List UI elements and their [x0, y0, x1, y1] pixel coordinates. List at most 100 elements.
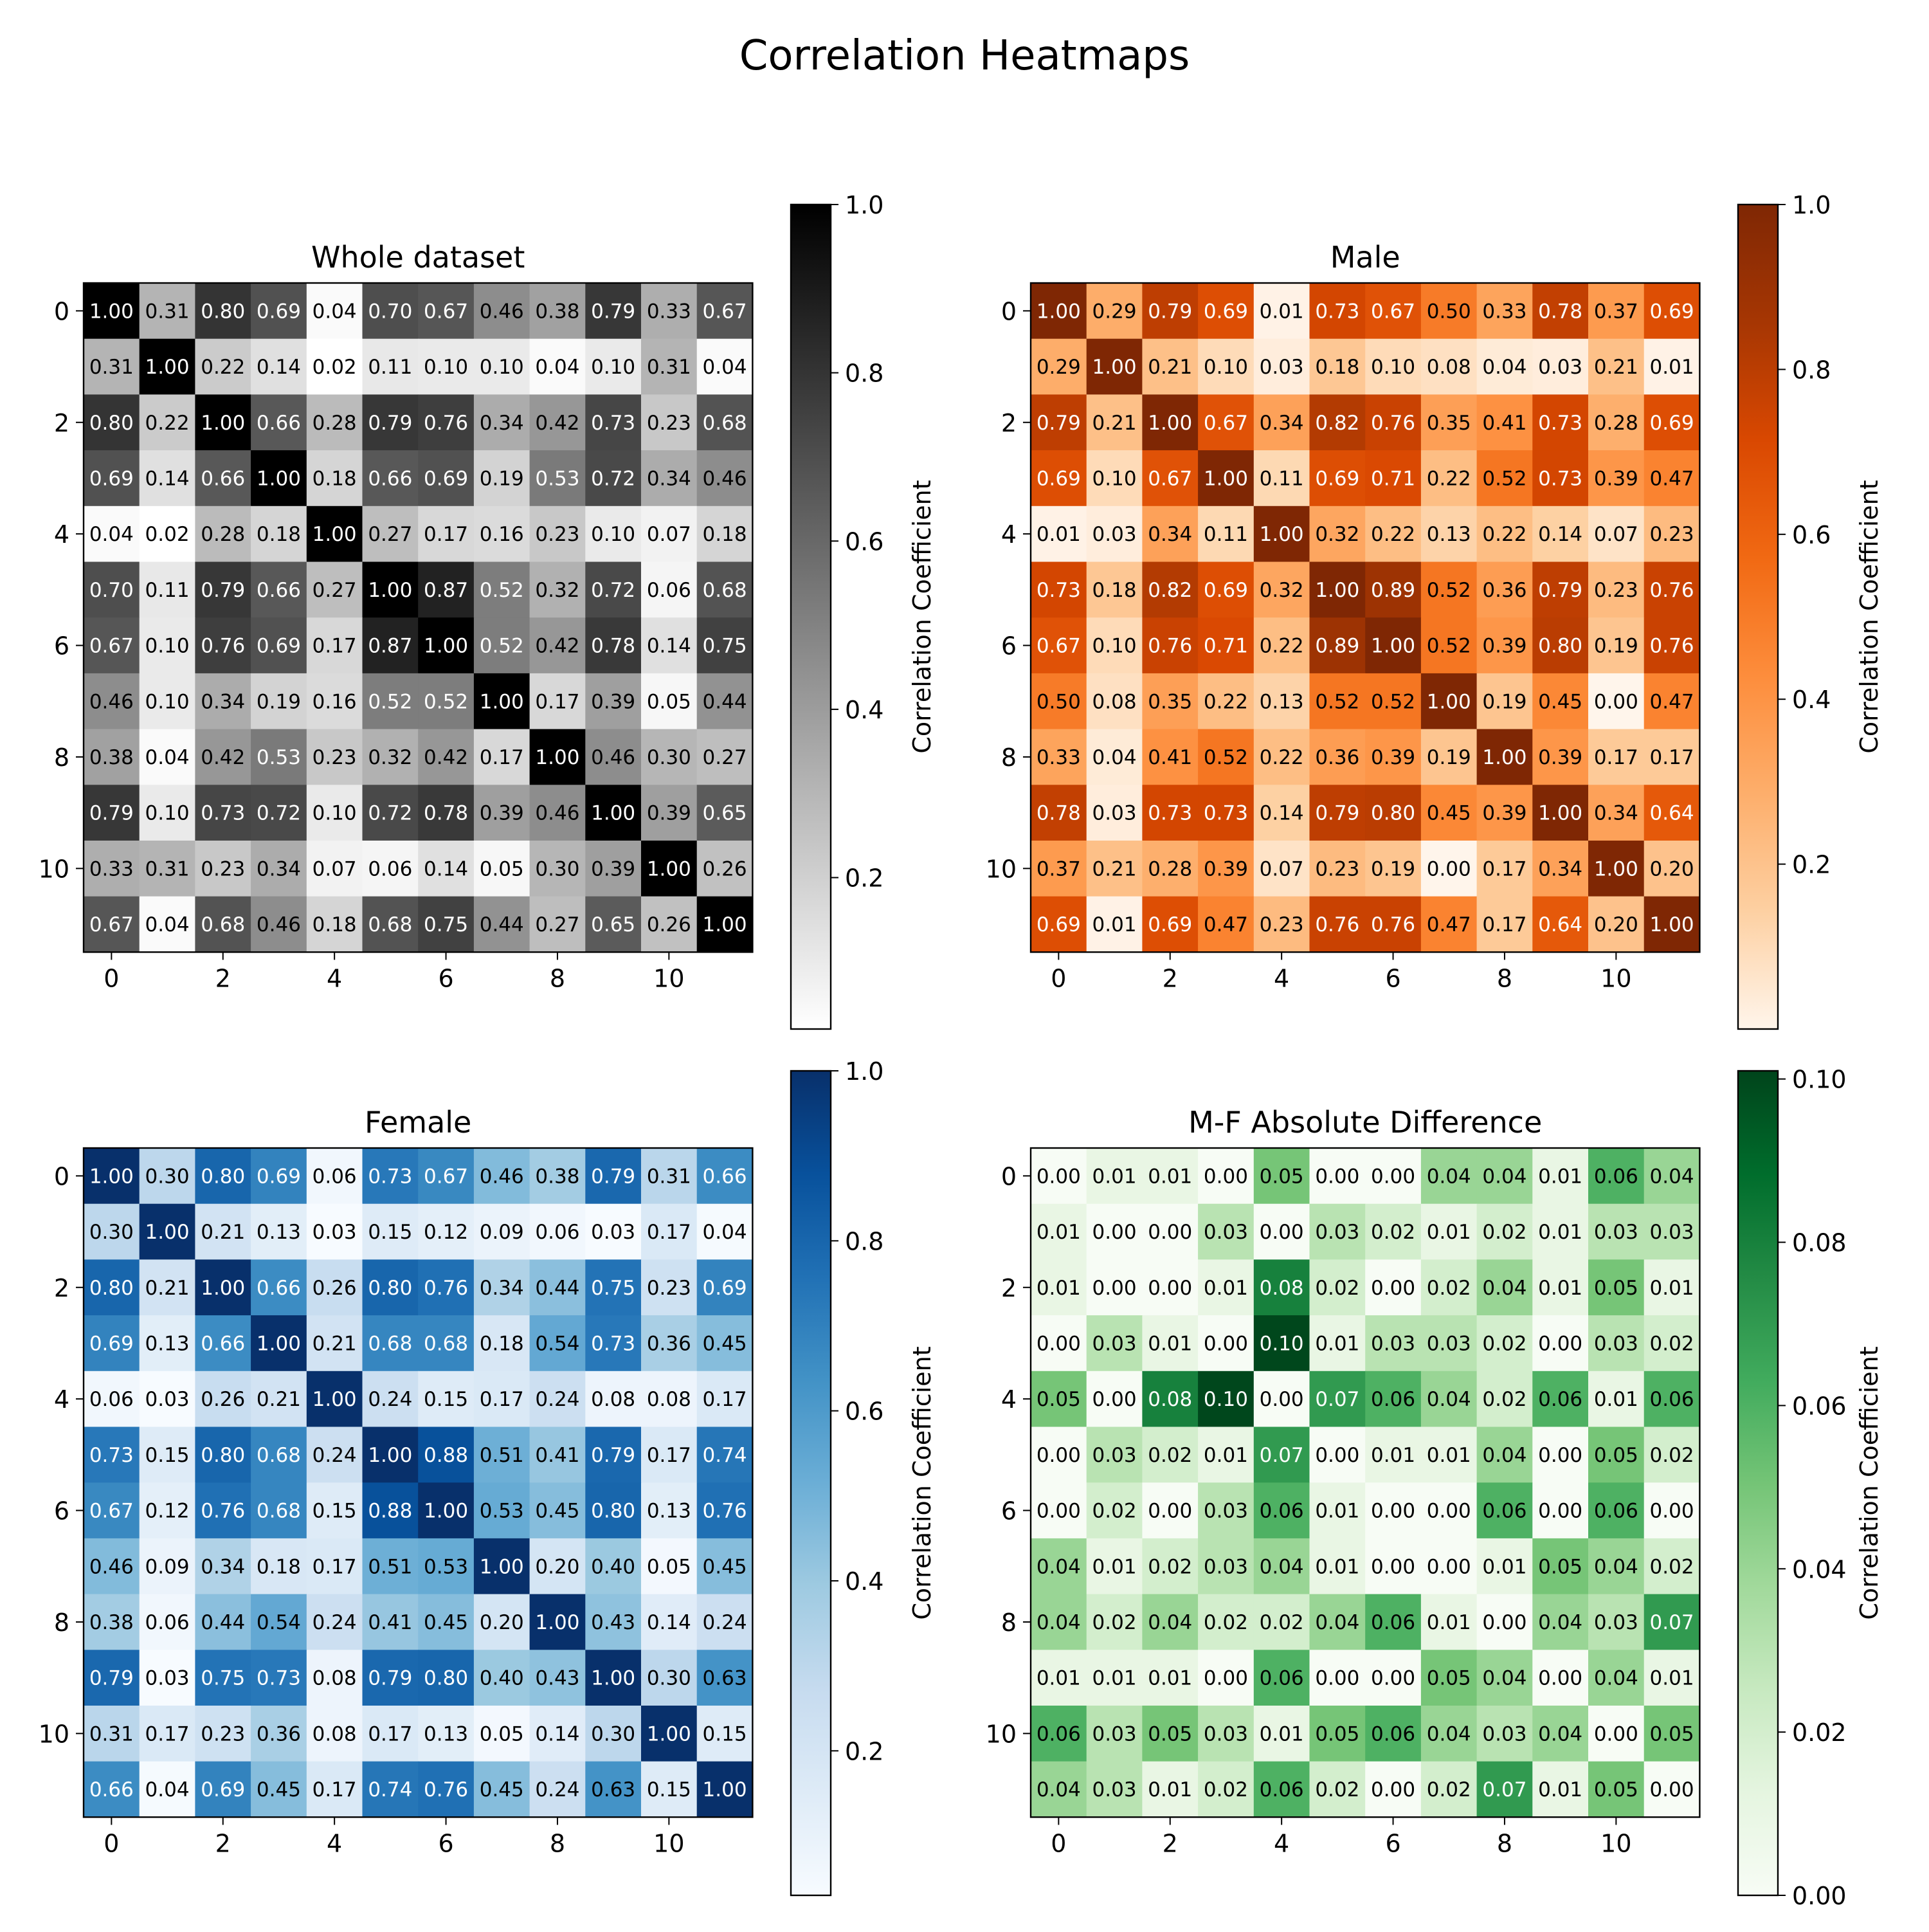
heatmap-cell — [1309, 1538, 1366, 1595]
heatmap-cell — [1031, 617, 1087, 674]
heatmap-cell — [251, 1706, 307, 1762]
cell-value-label: 0.00 — [1092, 1221, 1137, 1244]
heatmap-cell — [84, 1594, 140, 1650]
cell-value-label: 0.52 — [1315, 690, 1359, 713]
heatmap-cell — [1086, 283, 1143, 340]
cell-value-label: 0.01 — [1315, 1332, 1359, 1355]
cell-value-label: 0.04 — [1538, 1722, 1582, 1745]
colorbar-tick-label: 1.0 — [845, 1057, 883, 1086]
heatmap-cell — [1142, 1594, 1199, 1650]
heatmap-cell — [362, 1650, 419, 1706]
heatmap-cell — [1532, 561, 1589, 618]
cell-value-label: 0.17 — [480, 746, 524, 769]
heatmap-cell — [1253, 1538, 1310, 1595]
colorbar-frame — [790, 203, 832, 1030]
cell-value-label: 0.06 — [1260, 1667, 1304, 1690]
heatmap-cell — [1253, 1315, 1310, 1372]
cell-value-label: 0.69 — [1315, 467, 1359, 490]
heatmap-cell — [1644, 1426, 1700, 1483]
heatmap-cell — [1532, 896, 1589, 952]
cell-value-label: 0.01 — [1650, 356, 1694, 379]
cell-value-label: 0.36 — [647, 1332, 691, 1355]
cell-value-label: 0.23 — [312, 746, 357, 769]
cell-value-label: 0.78 — [1538, 300, 1582, 323]
heatmap-cell — [195, 394, 251, 451]
heatmap-cell — [1532, 1706, 1589, 1762]
heatmap-cell — [1309, 561, 1366, 618]
heatmap-cell — [1476, 896, 1533, 952]
heatmap-cell — [1253, 1650, 1310, 1706]
heatmap-cell — [1420, 841, 1478, 897]
heatmap-cell — [195, 841, 251, 897]
heatmap-cell — [1086, 841, 1143, 897]
cell-value-label: 0.01 — [1037, 1221, 1081, 1244]
cell-value-label: 0.24 — [703, 1611, 747, 1634]
cell-value-label: 0.22 — [1260, 746, 1304, 769]
cell-value-label: 1.00 — [1594, 857, 1638, 880]
heatmap-cell — [1532, 506, 1589, 563]
x-tick-label: 0 — [104, 964, 119, 992]
heatmap-cell — [306, 394, 363, 451]
cell-value-label: 0.18 — [312, 467, 357, 490]
cell-value-label: 0.52 — [1204, 746, 1248, 769]
cell-value-label: 0.06 — [1482, 1500, 1526, 1523]
heatmap-cell — [1644, 1482, 1700, 1539]
cell-value-label: 0.26 — [312, 1277, 357, 1300]
cell-value-label: 0.45 — [703, 1555, 747, 1578]
cell-value-label: 0.89 — [1371, 579, 1415, 602]
heatmap-cell — [251, 1315, 307, 1372]
heatmap-cell — [84, 1426, 140, 1483]
cell-value-label: 0.02 — [1315, 1778, 1359, 1801]
cell-value-label: 0.04 — [1482, 1277, 1526, 1300]
heatmap-cell — [1532, 1650, 1589, 1706]
cell-value-label: 0.47 — [1427, 913, 1471, 936]
heatmap-cell — [1644, 896, 1700, 952]
heatmap-cell — [1309, 1482, 1366, 1539]
cell-value-label: 0.69 — [257, 1165, 301, 1188]
cell-value-label: 0.10 — [145, 690, 190, 713]
cell-value-label: 1.00 — [1204, 467, 1248, 490]
heatmap-cell — [1644, 1315, 1700, 1372]
heatmap-cell — [1476, 338, 1533, 395]
heatmap-cell — [84, 1203, 140, 1260]
heatmap-cell — [1142, 1371, 1199, 1428]
cell-value-label: 0.69 — [424, 467, 468, 490]
cell-value-label: 0.12 — [424, 1221, 468, 1244]
x-tick-label: 0 — [1051, 964, 1066, 992]
heatmap-cell — [529, 338, 586, 395]
heatmap-cell — [251, 1761, 307, 1818]
heatmap-cell — [641, 729, 698, 785]
cell-value-label: 0.82 — [1315, 412, 1359, 435]
y-tick-label: 8 — [54, 743, 69, 772]
heatmap-cell — [1198, 785, 1254, 841]
heatmap-cell — [418, 561, 475, 618]
cell-value-label: 0.06 — [368, 857, 412, 880]
cell-value-label: 0.02 — [1371, 1221, 1415, 1244]
heatmap-cell — [1365, 338, 1422, 395]
cell-value-label: 0.79 — [368, 412, 412, 435]
cell-value-label: 0.34 — [1594, 802, 1638, 825]
heatmap-cell — [84, 1259, 140, 1316]
cell-value-label: 0.00 — [1092, 1388, 1137, 1411]
cell-value-label: 0.39 — [591, 857, 635, 880]
cell-value-label: 0.23 — [1650, 523, 1694, 546]
heatmap-cell — [641, 283, 698, 340]
heatmap-cell — [1420, 1371, 1478, 1428]
cell-value-label: 0.73 — [201, 802, 245, 825]
cell-value-label: 0.20 — [535, 1555, 579, 1578]
cell-value-label: 0.38 — [535, 300, 579, 323]
heatmap-cell — [1309, 1761, 1366, 1818]
heatmap-cell — [1253, 841, 1310, 897]
heatmap-cell — [1365, 1594, 1422, 1650]
heatmap-cell — [1420, 394, 1478, 451]
cell-value-label: 0.01 — [1037, 523, 1081, 546]
x-tick-label: 2 — [1163, 964, 1178, 992]
cell-value-label: 0.76 — [703, 1500, 747, 1523]
heatmap-cell — [139, 1259, 195, 1316]
cell-value-label: 1.00 — [1538, 802, 1582, 825]
heatmap-cell — [1086, 1650, 1143, 1706]
heatmap-cell — [529, 729, 586, 785]
cell-value-label: 0.34 — [480, 1277, 524, 1300]
cell-value-label: 0.01 — [1148, 1165, 1192, 1188]
heatmap-cell — [473, 1203, 530, 1260]
